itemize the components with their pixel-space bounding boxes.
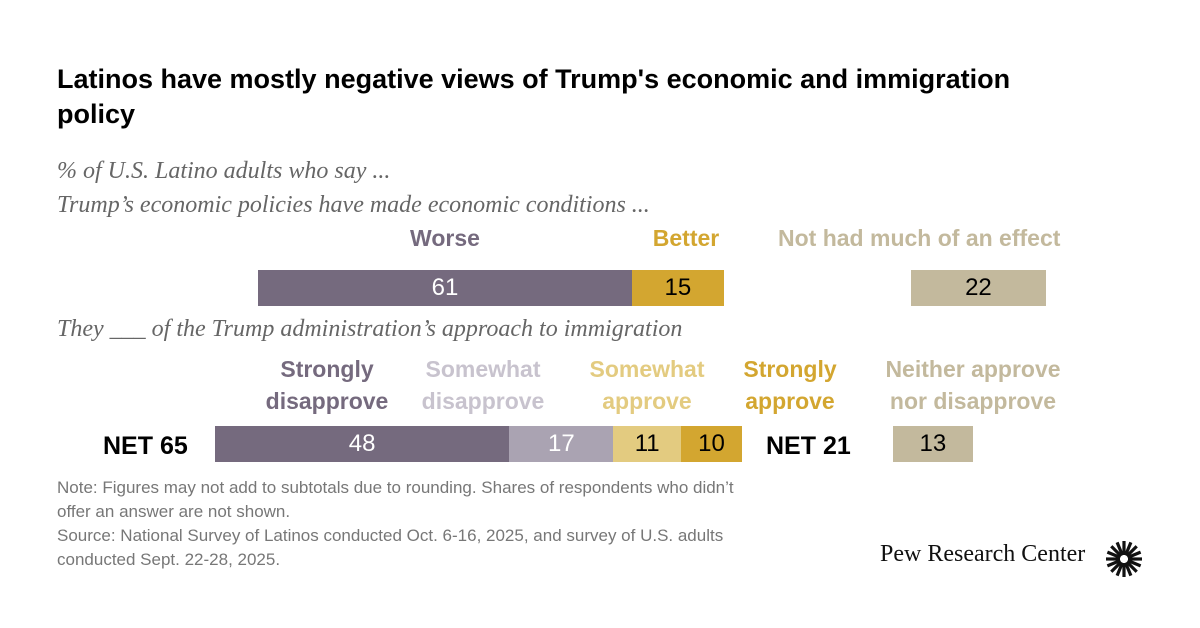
label-strongly-approve: Strongly approve — [743, 356, 837, 414]
bar-somewhat-approve: 11 — [613, 426, 681, 462]
label-no-effect: Not had much of an effect — [778, 225, 1061, 251]
bar-no-effect: 22 — [911, 270, 1046, 306]
bar-strongly-approve: 10 — [680, 426, 743, 462]
chart-title: Latinos have mostly negative views of Tr… — [57, 64, 1011, 129]
bar-worse: 61 — [258, 270, 632, 306]
label-somewhat-disapprove: Somewhat disapprove — [421, 356, 545, 414]
label-worse: Worse — [410, 225, 480, 251]
bar-strongly-disapprove: 48 — [215, 426, 510, 462]
bar-somewhat-disapprove: 17 — [509, 426, 614, 462]
label-neither: Neither approve nor disapprove — [885, 356, 1061, 414]
econ-question: Trump’s economic policies have made econ… — [57, 192, 650, 218]
note-text: Note: Figures may not add to subtotals d… — [57, 478, 734, 521]
label-somewhat-approve: Somewhat approve — [589, 356, 705, 414]
bar-neither: 13 — [893, 426, 973, 462]
notes: Note: Figures may not add to subtotals d… — [57, 476, 757, 572]
chart-subtitle: % of U.S. Latino adults who say ... — [57, 158, 391, 184]
source-text: Source: National Survey of Latinos condu… — [57, 526, 724, 569]
pew-sunburst-icon — [1106, 541, 1142, 577]
net-approve: NET 21 — [766, 432, 851, 460]
bar-better: 15 — [631, 270, 724, 306]
label-strongly-disapprove: Strongly disapprove — [265, 356, 389, 414]
label-better: Better — [652, 225, 720, 251]
pew-logo: Pew Research Center — [880, 541, 1086, 567]
net-disapprove: NET 65 — [103, 432, 188, 460]
immigration-question: They ___ of the Trump administration’s a… — [57, 316, 683, 342]
